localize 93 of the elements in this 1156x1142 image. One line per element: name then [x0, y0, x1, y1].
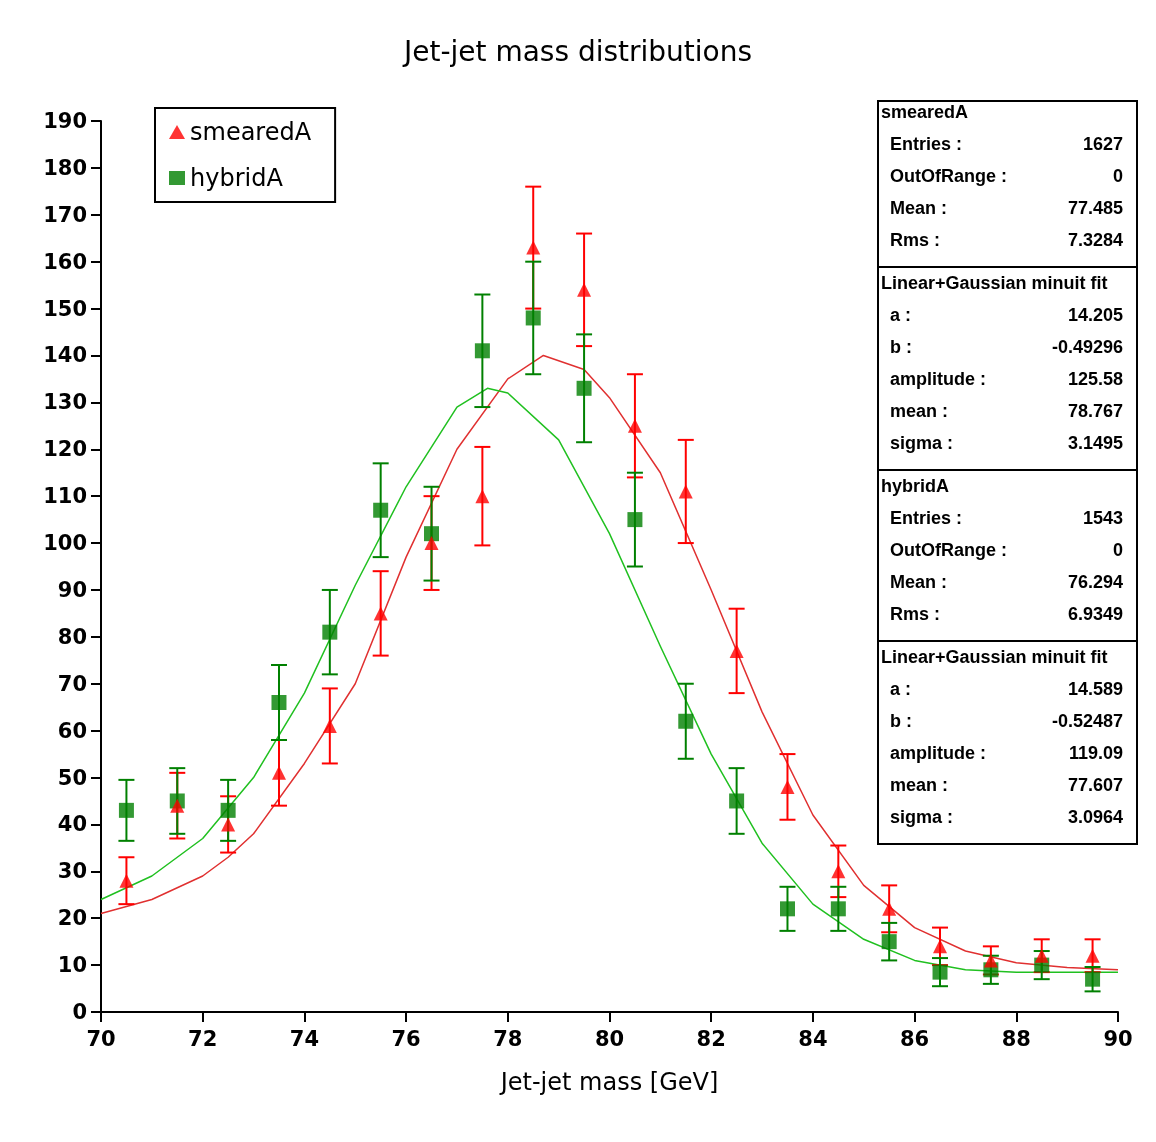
point [525, 310, 541, 326]
point [373, 606, 388, 621]
y-tick-label: 30 [57, 859, 87, 884]
point [322, 624, 338, 640]
point [779, 901, 795, 917]
y-tick-label: 40 [57, 812, 87, 837]
point [780, 779, 795, 794]
text: Entries : 1627 [890, 134, 1123, 154]
text: mean : 78.767 [890, 401, 1124, 421]
point [678, 484, 693, 499]
y-tick-label: 80 [57, 624, 87, 649]
y-tick-label: 50 [57, 765, 87, 790]
text: Mean : 77.485 [890, 198, 1124, 218]
point [627, 418, 642, 433]
y-tick-label: 60 [57, 718, 87, 743]
text: b : -0.52487 [890, 711, 1123, 731]
y-tick-label: 110 [43, 484, 87, 509]
y-tick-label: 170 [43, 202, 87, 227]
y-tick-label: 20 [57, 906, 87, 931]
y-tick-label: 150 [43, 296, 87, 321]
point [170, 798, 185, 813]
x-tick-label: 72 [188, 1026, 218, 1051]
text: amplitude : 119.09 [890, 743, 1123, 763]
legend-label: smearedA [190, 118, 312, 146]
point [983, 953, 998, 968]
point [932, 964, 948, 980]
text: OutOfRange : 0 [890, 166, 1123, 186]
point [678, 713, 694, 729]
point [474, 343, 490, 359]
y-tick-label: 180 [43, 155, 87, 180]
y-tick-label: 10 [57, 953, 87, 978]
text: b : -0.49296 [890, 337, 1123, 357]
point [1034, 948, 1049, 963]
x-tick-label: 88 [1001, 1026, 1031, 1051]
annotation: Linear+Gaussian minuit fit [881, 273, 1108, 293]
y-tick-label: 0 [72, 1000, 87, 1024]
x-tick-label: 90 [1103, 1026, 1133, 1051]
text: sigma : 3.1495 [890, 433, 1124, 453]
point [220, 802, 236, 818]
x-axis-title: Jet-jet mass [GeV] [498, 1068, 719, 1096]
x-tick-label: 70 [86, 1026, 116, 1051]
text: Entries : 1543 [890, 508, 1123, 528]
point [322, 718, 337, 733]
point [424, 536, 439, 551]
y-tick-label: 130 [43, 390, 87, 415]
annotation: Linear+Gaussian minuit fit [881, 647, 1108, 667]
point [1085, 948, 1100, 963]
y-tick-label: 70 [57, 671, 87, 696]
point [271, 694, 287, 710]
point [119, 873, 134, 888]
point [424, 526, 440, 542]
point [831, 864, 846, 879]
y-tick-label: 90 [57, 577, 87, 602]
legend-label: hybridA [190, 164, 284, 192]
point [729, 643, 744, 658]
point [576, 380, 592, 396]
x-tick-label: 76 [391, 1026, 421, 1051]
point [526, 240, 541, 255]
point [373, 502, 389, 518]
text: Rms : 6.9349 [890, 604, 1124, 624]
point [577, 282, 592, 297]
point [933, 939, 948, 954]
point [881, 934, 897, 950]
annotation: smearedA [881, 102, 969, 122]
point [1085, 971, 1101, 987]
x-tick-label: 84 [798, 1026, 828, 1051]
text: a : 14.589 [890, 679, 1124, 699]
y-tick-label: 190 [43, 109, 87, 133]
x-tick-label: 74 [289, 1026, 320, 1051]
chart-title: Jet-jet mass distributions [401, 34, 753, 68]
point [729, 793, 745, 809]
text: Rms : 7.3284 [890, 230, 1124, 250]
text: amplitude : 125.58 [890, 369, 1124, 389]
annotation: hybridA [881, 476, 950, 496]
point [882, 901, 897, 916]
text: a : 14.205 [890, 305, 1124, 325]
y-tick-label: 100 [43, 531, 87, 556]
point [627, 512, 643, 528]
x-tick-label: 78 [493, 1026, 523, 1051]
y-tick-label: 160 [43, 249, 87, 274]
text: Mean : 76.294 [890, 572, 1124, 592]
x-tick-label: 82 [696, 1026, 726, 1051]
x-tick-label: 80 [594, 1026, 625, 1051]
y-tick-label: 120 [43, 437, 87, 462]
text: mean : 77.607 [890, 775, 1124, 795]
x-tick-label: 86 [899, 1026, 930, 1051]
text: sigma : 3.0964 [890, 807, 1124, 827]
point [221, 817, 236, 832]
point [118, 802, 134, 818]
point [475, 489, 490, 504]
text: OutOfRange : 0 [890, 540, 1123, 560]
point [830, 901, 846, 917]
y-tick-label: 140 [43, 343, 87, 368]
